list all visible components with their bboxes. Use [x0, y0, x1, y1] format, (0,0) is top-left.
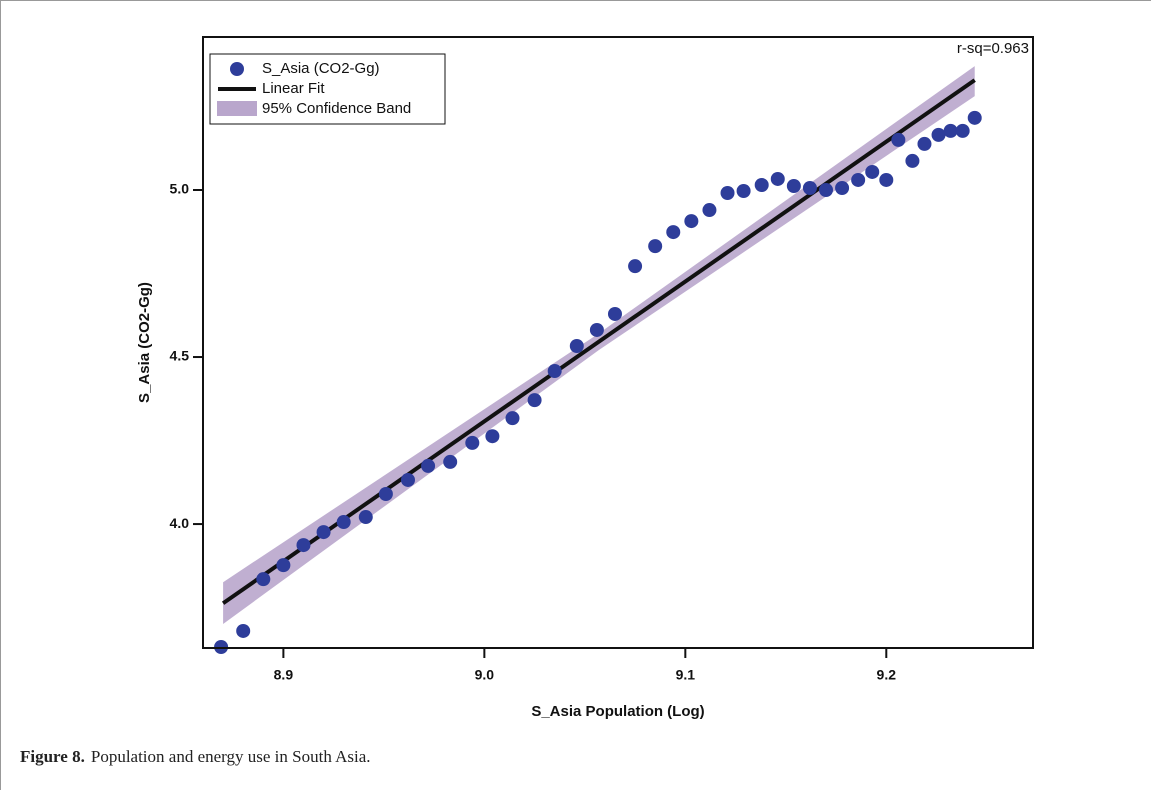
x-tick-label: 8.9 — [274, 667, 294, 683]
data-point — [569, 339, 584, 354]
y-tick-label: 4.0 — [170, 515, 190, 531]
annotation: r-sq=0.963 — [957, 40, 1029, 57]
data-point — [931, 127, 946, 142]
data-point — [505, 411, 520, 426]
data-point — [589, 322, 604, 337]
data-point — [400, 472, 415, 487]
caption-text: Population and energy use in South Asia. — [91, 747, 371, 766]
data-point — [465, 435, 480, 450]
data-point — [378, 486, 393, 501]
data-point — [736, 184, 751, 199]
x-tick-label: 9.1 — [676, 667, 696, 683]
x-tick-label: 9.2 — [877, 667, 897, 683]
data-point — [819, 183, 834, 198]
data-point — [770, 171, 785, 186]
y-tick-label: 5.0 — [170, 181, 190, 197]
data-point — [720, 186, 735, 201]
data-point — [276, 558, 291, 573]
data-point — [786, 178, 801, 193]
x-tick-label: 9.0 — [475, 667, 495, 683]
legend-label: S_Asia (CO2-Gg) — [262, 60, 380, 77]
data-point — [296, 538, 311, 553]
data-point — [214, 639, 229, 654]
fit-line — [221, 78, 976, 605]
data-point — [684, 214, 699, 229]
caption: Figure 8. Population and energy use in So… — [20, 747, 371, 766]
legend-marker — [217, 101, 257, 116]
x-axis-title: S_Asia Population (Log) — [531, 703, 704, 720]
data-point — [905, 153, 920, 168]
data-point — [336, 515, 351, 530]
confidence-band — [223, 66, 975, 624]
data-point — [527, 393, 542, 408]
data-point — [917, 136, 932, 151]
data-point — [891, 132, 906, 147]
data-point — [628, 259, 643, 274]
data-point — [485, 429, 500, 444]
y-axis-title: S_Asia (CO2-Gg) — [136, 282, 153, 403]
data-point — [835, 180, 850, 195]
data-point — [666, 225, 681, 240]
legend-marker — [230, 62, 244, 76]
data-point — [879, 172, 894, 187]
data-point — [943, 123, 958, 138]
data-point — [236, 623, 251, 638]
data-point — [443, 454, 458, 469]
legend-label: Linear Fit — [262, 80, 325, 97]
data-point — [358, 510, 373, 525]
data-point — [547, 364, 562, 379]
caption-label: Figure 8. — [20, 747, 85, 766]
data-point — [967, 110, 982, 125]
data-point — [648, 239, 663, 254]
data-point — [256, 572, 271, 587]
data-point — [607, 306, 622, 321]
data-point — [851, 172, 866, 187]
plot-frame — [202, 36, 1034, 649]
data-point — [754, 177, 769, 192]
data-point — [865, 164, 880, 179]
data-point — [802, 180, 817, 195]
y-tick-label: 4.5 — [170, 348, 190, 364]
legend-label: 95% Confidence Band — [262, 100, 411, 117]
data-point — [702, 203, 717, 218]
data-point — [955, 123, 970, 138]
data-point — [421, 458, 436, 473]
data-point — [316, 525, 331, 540]
